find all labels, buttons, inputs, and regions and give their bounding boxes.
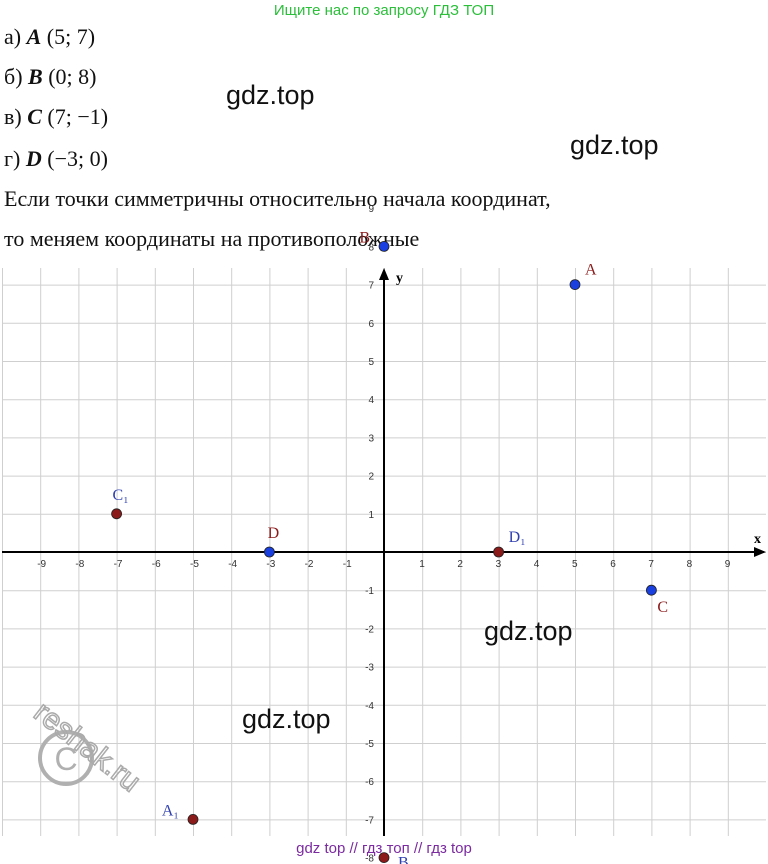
data-point (111, 508, 122, 520)
x-tick-label: 5 (572, 559, 578, 570)
copyright-c: C (54, 741, 77, 777)
y-tick-label: 9 (368, 204, 374, 215)
point-coords: (5; 7) (46, 24, 96, 49)
x-tick-label: 1 (419, 559, 425, 570)
data-point (378, 852, 390, 863)
y-tick-label: -5 (365, 739, 374, 750)
y-tick-label: 6 (368, 319, 374, 330)
x-tick-label: -7 (114, 559, 123, 570)
x-tick-label: 4 (534, 559, 540, 570)
x-axis-arrow (754, 547, 766, 557)
y-tick-label: 2 (368, 472, 374, 483)
y-tick-label: 1 (368, 510, 374, 521)
y-tick-label: 7 (368, 281, 374, 292)
point-coords: (−3; 0) (47, 146, 108, 171)
data-point (493, 546, 505, 558)
x-tick-label: 8 (687, 559, 693, 570)
y-tick-label: -4 (365, 701, 374, 712)
y-tick-label: -3 (365, 663, 374, 674)
stamp-text: reshak.ru (28, 696, 147, 799)
x-tick-label: 9 (725, 559, 731, 570)
data-point (646, 584, 657, 596)
point-label: A₁ (162, 802, 179, 819)
y-tick-label: 8 (368, 242, 374, 253)
point-coords: (0; 8) (48, 64, 97, 89)
y-tick-label: -6 (365, 777, 374, 788)
footer-links: gdz top // гдз топ // гдз top (296, 840, 472, 857)
explanation-line-2: то меняем координаты на противоположные (4, 226, 420, 251)
x-tick-label: 6 (610, 559, 616, 570)
reshak-stamp: C reshak.ru (27, 695, 147, 800)
answer-prefix: г) (4, 146, 21, 171)
x-tick-label: -2 (305, 559, 314, 570)
copyright-circle (38, 730, 94, 786)
y-tick-label: 5 (368, 357, 374, 368)
x-tick-label: -3 (266, 559, 275, 570)
x-tick-label: -8 (75, 559, 84, 570)
answer-b: б) B (0; 8) (4, 64, 96, 90)
x-tick-label: 2 (457, 559, 463, 570)
point-name: D (25, 146, 42, 171)
point-label: C₁ (112, 487, 128, 504)
x-tick-label: -5 (190, 559, 199, 570)
watermark: gdz.top (226, 80, 315, 110)
point-label: B₁ (398, 855, 414, 864)
point-name: B (28, 64, 43, 89)
point-coords: (7; −1) (47, 104, 109, 129)
point-label: C (657, 599, 668, 616)
point-label: D (268, 525, 280, 542)
x-axis-label: x (754, 532, 761, 547)
y-tick-label: 3 (368, 433, 374, 444)
x-tick-label: -4 (228, 559, 237, 570)
answer-c: в) C (7; −1) (4, 104, 108, 130)
y-tick-label: 4 (368, 395, 374, 406)
x-tick-label: -9 (37, 559, 46, 570)
y-axis-arrow (379, 268, 389, 280)
data-point (187, 814, 199, 825)
x-tick-label: 3 (496, 559, 502, 570)
watermark: gdz.top (242, 704, 331, 734)
watermark: gdz.top (570, 130, 659, 160)
answer-prefix: в) (4, 104, 22, 129)
answer-prefix: б) (4, 64, 23, 89)
watermark: gdz.top (484, 616, 573, 646)
y-tick-label: -7 (365, 815, 374, 826)
y-tick-label: -8 (365, 854, 374, 864)
data-point (263, 546, 275, 558)
point-name: C (27, 104, 42, 129)
point-label: D₁ (509, 529, 526, 546)
data-point (569, 279, 581, 291)
point-label: A (585, 262, 597, 279)
search-banner: Ищите нас по запросу ГДЗ ТОП (273, 2, 495, 19)
x-tick-label: 7 (648, 559, 654, 570)
explanation-line-1: Если точки симметричны относительно нача… (4, 186, 551, 211)
point-label: B (359, 229, 370, 246)
data-point (378, 240, 390, 252)
y-axis-label: y (396, 271, 403, 286)
answer-a: а) A (5; 7) (4, 24, 95, 50)
y-tick-label: -1 (365, 586, 374, 597)
x-tick-label: -6 (152, 559, 161, 570)
point-name: A (26, 24, 42, 49)
answer-prefix: а) (4, 24, 22, 49)
x-tick-label: -1 (343, 559, 352, 570)
answer-d: г) D (−3; 0) (4, 146, 108, 172)
y-tick-label: -2 (365, 624, 374, 635)
